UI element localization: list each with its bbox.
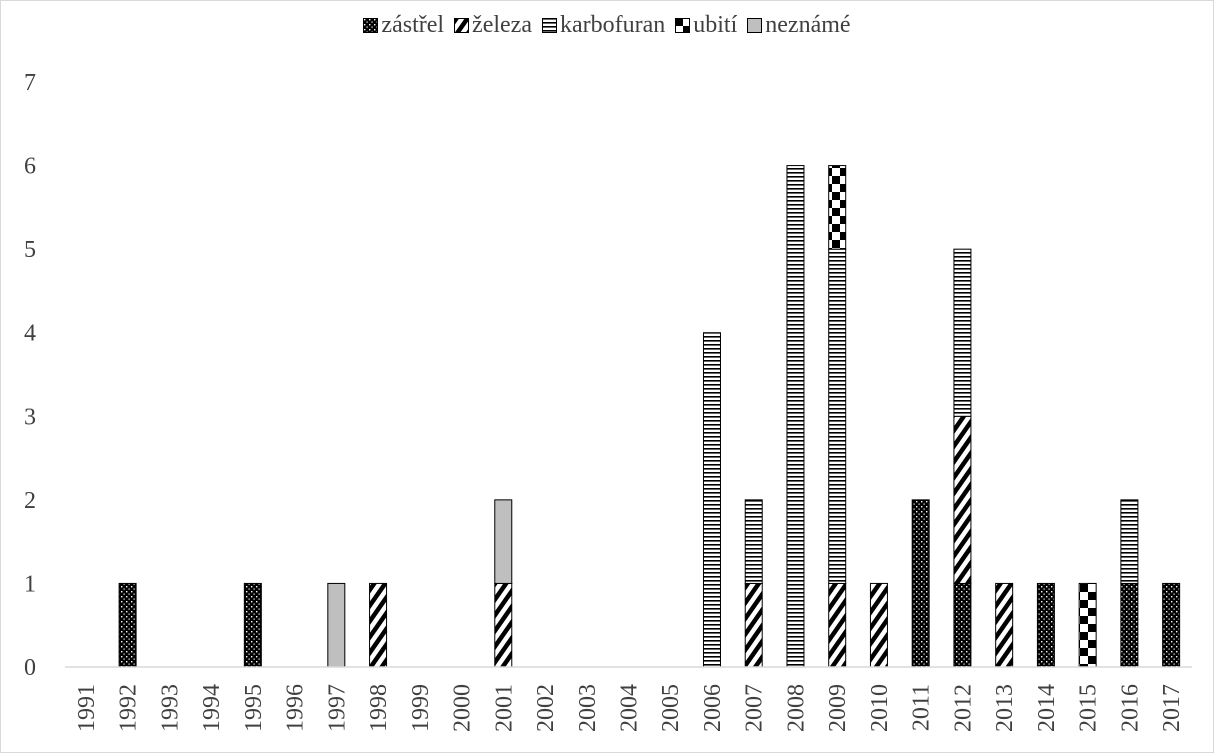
x-tick-label: 1996 bbox=[283, 684, 309, 732]
bar-segment bbox=[494, 499, 513, 584]
bar-segment bbox=[953, 248, 972, 417]
bar-segment bbox=[828, 165, 847, 250]
bar-segment bbox=[118, 582, 137, 668]
legend-swatch-zeleza bbox=[454, 18, 470, 33]
y-tick-label: 6 bbox=[24, 154, 36, 180]
legend-item-nezname: neznámé bbox=[747, 12, 851, 39]
x-tick-label: 2001 bbox=[491, 684, 517, 732]
bar-segment bbox=[828, 248, 847, 584]
bar-segment bbox=[369, 582, 388, 668]
bar-segment bbox=[911, 499, 930, 668]
x-tick-label: 1999 bbox=[408, 684, 434, 732]
x-tick-label: 2014 bbox=[1034, 684, 1060, 732]
y-tick-label: 7 bbox=[24, 70, 36, 96]
bars bbox=[118, 165, 1181, 668]
x-tick-label: 1992 bbox=[116, 684, 142, 732]
legend-label-zeleza: železa bbox=[472, 12, 532, 38]
bar-segment bbox=[1162, 582, 1181, 668]
legend-item-zeleza: železa bbox=[454, 12, 532, 39]
x-tick-label: 2009 bbox=[825, 684, 851, 732]
x-tick-label: 2008 bbox=[783, 684, 809, 732]
y-axis: 0 1 2 3 4 5 6 7 bbox=[24, 70, 36, 681]
legend: zástřel železa karbofuran ubití neznámé bbox=[0, 12, 1214, 39]
legend-label-nezname: neznámé bbox=[765, 12, 851, 38]
x-tick-label: 2006 bbox=[700, 684, 726, 732]
bar-segment bbox=[327, 582, 346, 668]
bar-segment bbox=[494, 582, 513, 668]
x-tick-label: 2017 bbox=[1159, 684, 1185, 732]
bar-segment bbox=[702, 332, 721, 668]
bar-segment bbox=[1078, 582, 1097, 668]
x-tick-label: 1994 bbox=[199, 684, 225, 732]
x-tick-label: 1997 bbox=[324, 684, 350, 732]
x-tick-label: 2015 bbox=[1076, 684, 1102, 732]
legend-label-ubiti: ubití bbox=[693, 12, 738, 38]
y-tick-label: 0 bbox=[24, 655, 36, 681]
y-tick-label: 1 bbox=[24, 571, 36, 597]
y-tick-label: 2 bbox=[24, 488, 36, 514]
bar-segment bbox=[243, 582, 262, 668]
x-tick-label: 2004 bbox=[617, 684, 643, 732]
x-tick-label: 2011 bbox=[909, 684, 935, 731]
x-tick-label: 2010 bbox=[867, 684, 893, 732]
bar-segment bbox=[786, 165, 805, 668]
x-tick-label: 1991 bbox=[74, 684, 100, 732]
x-tick-label: 1995 bbox=[241, 684, 267, 732]
y-tick-label: 3 bbox=[24, 404, 36, 430]
x-axis: 1991 1992 1993 1994 1995 1996 1997 1998 1999 2000… bbox=[74, 684, 1185, 732]
bar-segment bbox=[1120, 582, 1139, 668]
legend-item-karbofuran: karbofuran bbox=[541, 12, 666, 39]
bar-segment bbox=[744, 582, 763, 668]
bar-segment bbox=[1036, 582, 1055, 668]
bar-segment bbox=[953, 582, 972, 668]
x-tick-label: 1998 bbox=[366, 684, 392, 732]
legend-label-zastrel: zástřel bbox=[381, 12, 445, 38]
legend-item-zastrel: zástřel bbox=[363, 12, 444, 39]
x-tick-label: 2003 bbox=[575, 684, 601, 732]
legend-label-karbofuran: karbofuran bbox=[559, 12, 666, 38]
legend-item-ubiti: ubití bbox=[675, 12, 737, 39]
bar-segment bbox=[828, 582, 847, 668]
bar-segment bbox=[995, 582, 1014, 668]
x-tick-label: 2012 bbox=[950, 684, 976, 732]
bar-segment bbox=[1120, 499, 1139, 584]
legend-swatch-ubiti bbox=[675, 18, 691, 33]
x-tick-label: 1993 bbox=[157, 684, 183, 732]
x-tick-label: 2005 bbox=[658, 684, 684, 732]
x-tick-label: 2007 bbox=[742, 684, 768, 732]
bar-segment bbox=[744, 499, 763, 584]
bar-segment bbox=[869, 582, 888, 668]
y-tick-label: 5 bbox=[24, 237, 36, 263]
x-tick-label: 2000 bbox=[450, 684, 476, 732]
x-tick-label: 2016 bbox=[1117, 684, 1143, 732]
legend-swatch-nezname bbox=[747, 18, 763, 33]
bar-segment bbox=[953, 415, 972, 584]
y-tick-label: 4 bbox=[24, 321, 36, 347]
x-tick-label: 2002 bbox=[533, 684, 559, 732]
x-tick-label: 2013 bbox=[992, 684, 1018, 732]
legend-swatch-karbofuran bbox=[541, 18, 557, 33]
legend-swatch-zastrel bbox=[363, 18, 379, 33]
